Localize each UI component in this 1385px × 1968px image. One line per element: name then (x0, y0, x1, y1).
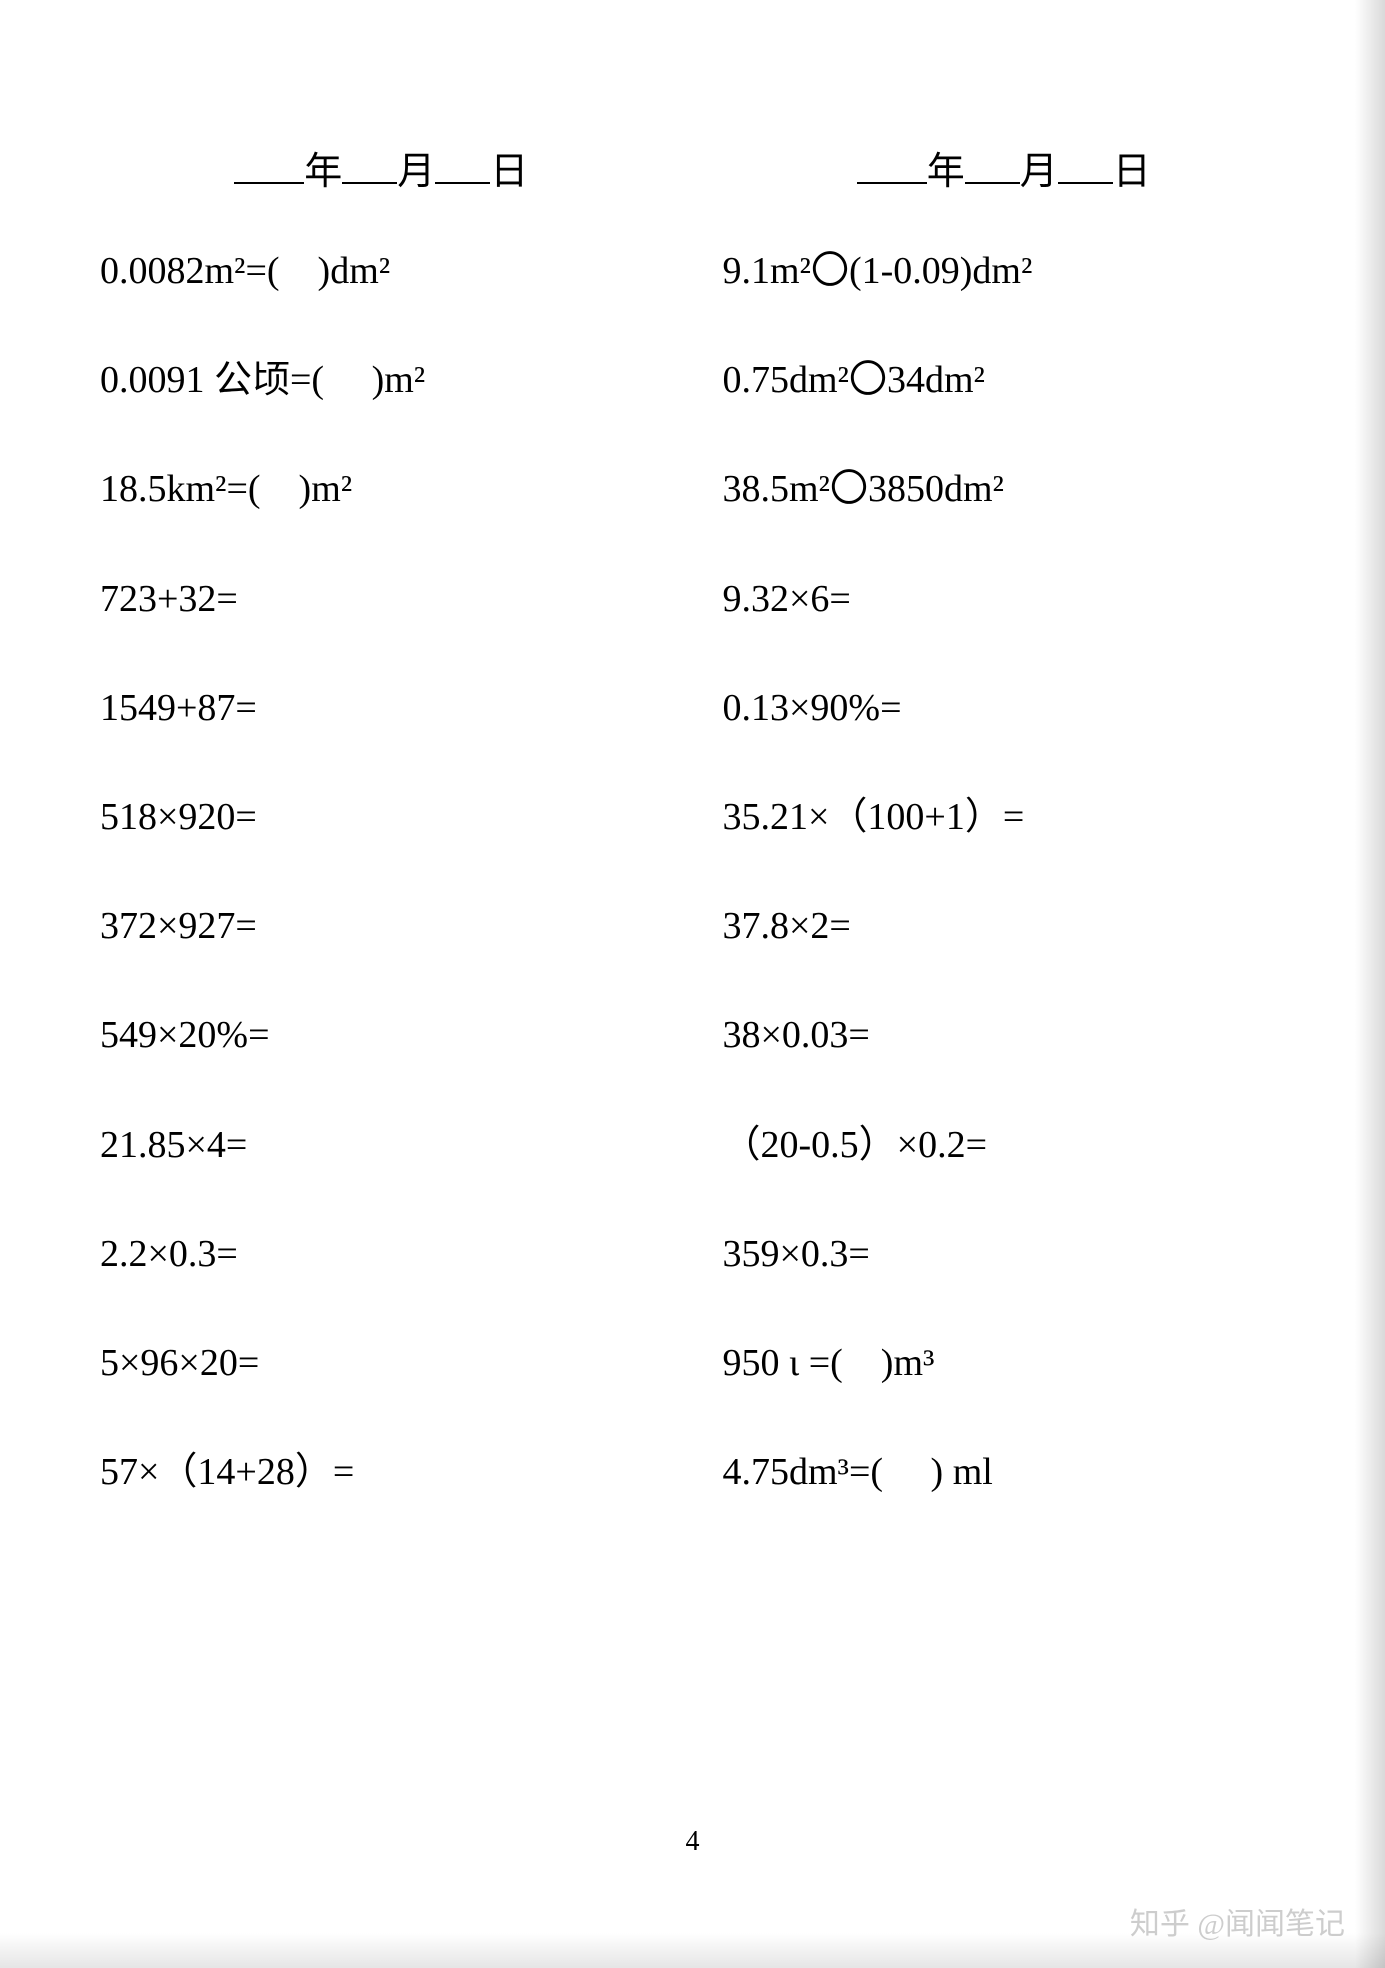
problem-row: 21.85×4= (100, 1119, 663, 1172)
problem-row: （20-0.5）×0.2= (723, 1119, 1286, 1172)
problem-row: 18.5km²=( )m² (100, 463, 663, 516)
year-blank[interactable] (234, 142, 304, 184)
year-label: 年 (927, 151, 965, 193)
problem-row: 9.1m²〇(1-0.09)dm² (723, 245, 1286, 298)
problem-row: 359×0.3= (723, 1228, 1286, 1281)
problem-row: 0.13×90%= (723, 682, 1286, 735)
problem-row: 35.21×（100+1）= (723, 791, 1286, 844)
problem-row: 0.75dm²〇34dm² (723, 354, 1286, 407)
problem-row: 1549+87= (100, 682, 663, 735)
problem-row: 38×0.03= (723, 1009, 1286, 1062)
date-header-right: 年月日 (723, 140, 1286, 195)
month-blank[interactable] (342, 142, 397, 184)
month-label: 月 (397, 151, 435, 193)
left-column: 年 月 日 0.0082m²=( )dm² 0.0091 公顷=( )m² 18.5… (100, 140, 663, 1555)
problem-row: 9.32×6= (723, 573, 1286, 626)
problem-row: 2.2×0.3= (100, 1228, 663, 1281)
year-blank[interactable] (857, 142, 927, 184)
problem-row: 518×920= (100, 791, 663, 844)
problem-row: 372×927= (100, 900, 663, 953)
worksheet-page: 年 月 日 0.0082m²=( )dm² 0.0091 公顷=( )m² 18.5… (0, 0, 1385, 1555)
month-blank[interactable] (965, 142, 1020, 184)
problem-row: 38.5m²〇3850dm² (723, 463, 1286, 516)
two-column-layout: 年 月 日 0.0082m²=( )dm² 0.0091 公顷=( )m² 18.5… (100, 140, 1285, 1555)
problem-row: 57×（14+28）= (100, 1446, 663, 1499)
day-label: 日 (1113, 151, 1151, 193)
page-shadow-right (1355, 0, 1385, 1968)
date-header-left: 年月日 (100, 140, 663, 195)
day-blank[interactable] (1058, 142, 1113, 184)
problem-row: 0.0091 公顷=( )m² (100, 354, 663, 407)
day-blank[interactable] (435, 142, 490, 184)
problem-row: 5×96×20= (100, 1337, 663, 1390)
day-label: 日 (490, 151, 528, 193)
problem-row: 37.8×2= (723, 900, 1286, 953)
problem-row: 0.0082m²=( )dm² (100, 245, 663, 298)
month-label: 月 (1020, 151, 1058, 193)
page-shadow-bottom (0, 1933, 1385, 1968)
problem-row: 4.75dm³=( ) ml (723, 1446, 1286, 1499)
right-column: 年 月 日 9.1m²〇(1-0.09)dm² 0.75dm²〇34dm² 38.5… (723, 140, 1286, 1555)
problem-row: 950 ι =( )m³ (723, 1337, 1286, 1390)
page-number: 4 (0, 1826, 1385, 1858)
problem-row: 549×20%= (100, 1009, 663, 1062)
year-label: 年 (304, 151, 342, 193)
problem-row: 723+32= (100, 573, 663, 626)
